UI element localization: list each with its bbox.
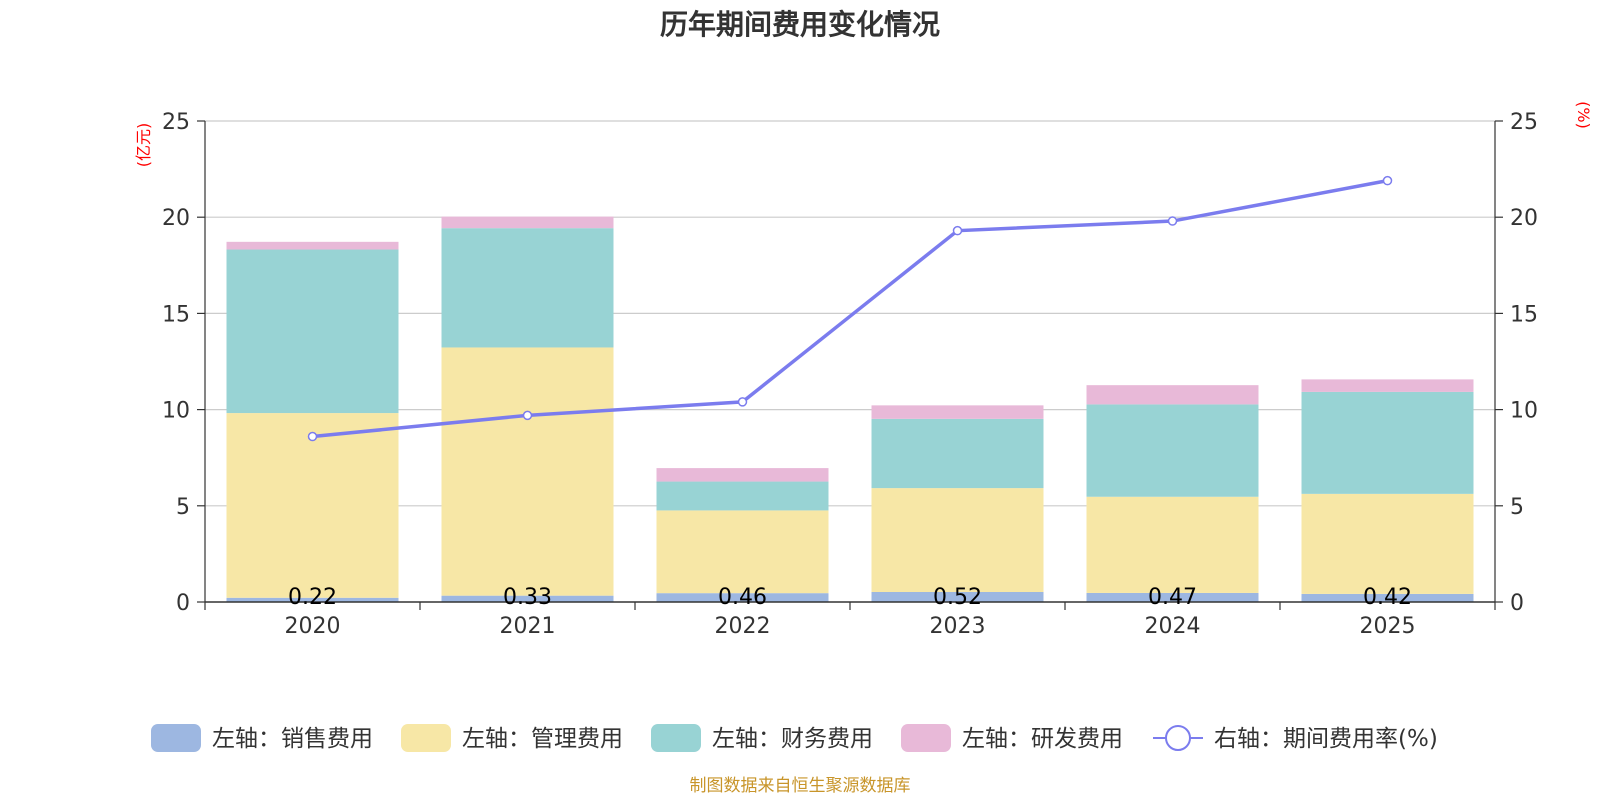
bar-series xyxy=(226,216,1474,602)
bar-segment xyxy=(871,591,1044,602)
line-point xyxy=(522,410,533,421)
legend-swatch xyxy=(151,724,201,752)
chart-title: 历年期间费用变化情况 xyxy=(660,8,940,41)
bar-segment xyxy=(1301,379,1474,392)
line-point xyxy=(1167,216,1178,226)
legend-label: 右轴：期间费用率(%) xyxy=(1214,726,1438,752)
left-tick-label: 10 xyxy=(162,399,190,424)
bar-segment xyxy=(1086,385,1259,405)
data-label: 0.42 xyxy=(1363,585,1412,610)
legend-swatch-marker xyxy=(1165,725,1191,751)
data-label: 0.47 xyxy=(1148,585,1197,610)
bar-segment xyxy=(441,216,614,229)
data-label: 0.33 xyxy=(503,585,552,610)
bar-segment xyxy=(441,347,614,596)
left-tick-label: 25 xyxy=(162,110,190,135)
legend-label: 左轴：销售费用 xyxy=(212,726,373,752)
data-label: 0.22 xyxy=(288,585,337,610)
legend-label: 左轴：管理费用 xyxy=(462,726,623,752)
left-tick-label: 15 xyxy=(162,302,190,327)
x-tick-label: 2023 xyxy=(930,614,986,639)
bar-segment xyxy=(441,228,614,348)
bar-segment xyxy=(656,468,829,482)
legend-label: 左轴：财务费用 xyxy=(712,726,873,752)
source-note: 制图数据来自恒生聚源数据库 xyxy=(690,776,911,796)
bar-segment xyxy=(1086,592,1259,602)
line-point xyxy=(1382,175,1393,186)
bar-segment xyxy=(656,481,829,511)
line-point xyxy=(307,431,318,442)
bar-segment xyxy=(1086,496,1259,593)
left-tick-label: 20 xyxy=(162,206,190,231)
series-line xyxy=(312,178,1388,439)
x-tick-label: 2021 xyxy=(500,614,556,639)
bar-segment xyxy=(871,405,1044,419)
x-tick-label: 2020 xyxy=(285,614,341,639)
line-series xyxy=(307,175,1393,442)
bar-segment xyxy=(1301,391,1474,494)
right-tick-label: 25 xyxy=(1510,110,1538,135)
bar-segment xyxy=(871,418,1044,489)
bar-segment xyxy=(1086,404,1259,497)
data-labels: 0.22 0.33 0.46 0.52 0.47 0.42 xyxy=(288,585,1412,610)
data-label: 0.46 xyxy=(718,585,767,610)
right-tick-label: 5 xyxy=(1510,495,1524,520)
bar-segment xyxy=(1301,593,1474,602)
gridlines xyxy=(205,120,1495,507)
legend-label: 左轴：研发费用 xyxy=(962,726,1123,752)
right-tick-label: 10 xyxy=(1510,399,1538,424)
bar-segment xyxy=(226,413,399,598)
line-point xyxy=(952,225,963,236)
bar-segment xyxy=(656,593,829,602)
bar-segment xyxy=(226,241,399,250)
bar-segment xyxy=(226,249,399,414)
left-tick-label: 0 xyxy=(176,591,190,616)
x-tick-label: 2025 xyxy=(1360,614,1416,639)
bar-segment xyxy=(226,597,399,602)
legend-swatch xyxy=(401,724,451,752)
right-tick-label: 20 xyxy=(1510,206,1538,231)
bar-segment xyxy=(441,595,614,602)
bar-segment xyxy=(871,488,1044,592)
x-tick-label: 2022 xyxy=(715,614,771,639)
data-label: 0.52 xyxy=(933,585,982,610)
left-axis-unit-label: (亿元) xyxy=(134,123,153,168)
legend-swatch xyxy=(901,724,951,752)
right-tick-label: 0 xyxy=(1510,591,1524,616)
x-tick-label: 2024 xyxy=(1145,614,1201,639)
left-tick-label: 5 xyxy=(176,495,190,520)
legend-swatch xyxy=(651,724,701,752)
bar-segment xyxy=(1301,493,1474,594)
bar-segment xyxy=(656,510,829,594)
right-axis-unit-label: (%) xyxy=(1574,101,1593,129)
legend: 左轴：销售费用 左轴：管理费用 左轴：财务费用 左轴：研发费用 右轴：期间费用率(%) xyxy=(151,724,1438,752)
line-point xyxy=(737,397,748,407)
right-tick-label: 15 xyxy=(1510,302,1538,327)
